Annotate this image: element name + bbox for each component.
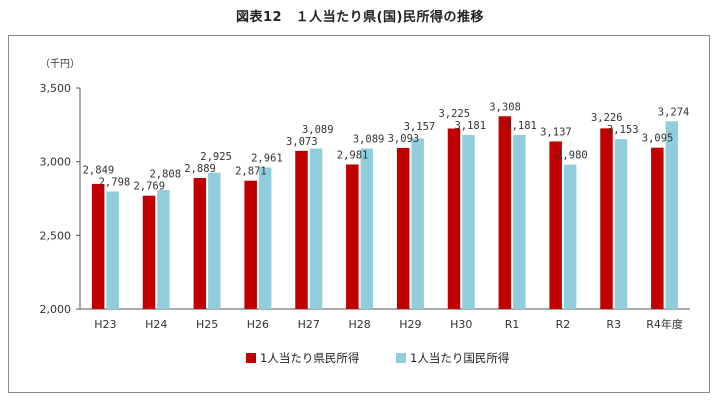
y-tick-label: 2,000 — [40, 303, 72, 316]
bar-national — [360, 148, 374, 309]
x-tick-label: H24 — [145, 318, 167, 331]
bar-national — [157, 189, 170, 309]
legend-label-national: 1人当たり国民所得 — [410, 351, 509, 365]
bar-prefecture — [91, 183, 105, 309]
data-label-prefecture: 2,889 — [184, 163, 216, 175]
bar-national — [665, 121, 679, 309]
data-label-prefecture: 3,137 — [540, 126, 572, 138]
legend-swatch-prefecture — [246, 353, 256, 363]
bar-prefecture — [396, 147, 410, 309]
x-tick-label: H27 — [298, 318, 320, 331]
bar-national — [258, 167, 272, 309]
bar-national — [106, 191, 119, 309]
x-tick-label: H30 — [450, 318, 472, 331]
bar-prefecture — [346, 164, 359, 309]
x-tick-label: R4年度 — [646, 317, 683, 331]
y-tick-label: 3,500 — [40, 82, 72, 95]
bar-prefecture — [295, 150, 308, 309]
bar-prefecture — [651, 147, 664, 309]
bar-national — [309, 148, 323, 309]
legend-label-prefecture: 1人当たり県民所得 — [260, 351, 359, 365]
data-label-national: 3,157 — [404, 121, 436, 133]
bar-prefecture — [244, 180, 257, 309]
bar-prefecture — [142, 195, 156, 309]
x-tick-label: H26 — [247, 318, 269, 331]
bar-national — [614, 139, 628, 309]
data-label-national: 3,181 — [454, 120, 486, 132]
legend-swatch-national — [396, 353, 406, 363]
chart-frame — [8, 35, 710, 393]
data-label-prefecture: 3,095 — [642, 133, 674, 145]
data-label-national: 3,274 — [658, 106, 690, 118]
bar-national — [462, 134, 475, 309]
data-label-prefecture: 3,308 — [489, 101, 521, 113]
data-label-national: 2,980 — [556, 150, 588, 162]
data-label-national: 2,798 — [99, 176, 131, 188]
bar-prefecture — [193, 178, 207, 309]
y-tick-label: 3,000 — [40, 156, 72, 169]
x-tick-label: H29 — [399, 318, 421, 331]
data-label-national: 3,089 — [302, 124, 334, 136]
data-label-prefecture: 3,225 — [438, 108, 470, 120]
x-tick-label: R3 — [606, 318, 621, 331]
bar-prefecture — [600, 128, 613, 309]
data-label-prefecture: 2,871 — [235, 166, 267, 178]
bar-national — [563, 164, 577, 309]
y-axis-unit-label: （千円） — [40, 58, 80, 70]
bar-national — [411, 138, 424, 309]
x-tick-label: H28 — [348, 318, 370, 331]
data-label-prefecture: 3,093 — [388, 133, 420, 145]
data-label-national: 2,808 — [149, 169, 181, 181]
data-label-prefecture: 3,226 — [591, 112, 623, 124]
chart-title: 図表12 １人当たり県(国)民所得の推移 — [236, 10, 484, 25]
data-label-national: 3,181 — [505, 120, 537, 132]
data-label-prefecture: 2,849 — [83, 164, 115, 176]
bar-prefecture — [498, 116, 512, 310]
data-label-national: 3,089 — [353, 134, 385, 146]
bar-national — [208, 172, 221, 309]
data-label-prefecture: 3,073 — [286, 136, 318, 148]
x-tick-label: H23 — [94, 318, 116, 331]
data-label-national: 3,153 — [607, 124, 639, 136]
data-label-prefecture: 2,769 — [133, 181, 165, 193]
data-label-national: 2,925 — [200, 151, 232, 163]
bar-national — [513, 134, 526, 309]
x-tick-label: R1 — [505, 318, 520, 331]
x-tick-label: H25 — [196, 318, 218, 331]
data-label-national: 2,961 — [251, 152, 283, 164]
x-tick-label: R2 — [556, 318, 571, 331]
bar-prefecture — [447, 128, 461, 309]
data-label-prefecture: 2,981 — [337, 149, 369, 161]
y-tick-label: 2,500 — [40, 229, 72, 242]
bar-prefecture — [549, 141, 562, 309]
